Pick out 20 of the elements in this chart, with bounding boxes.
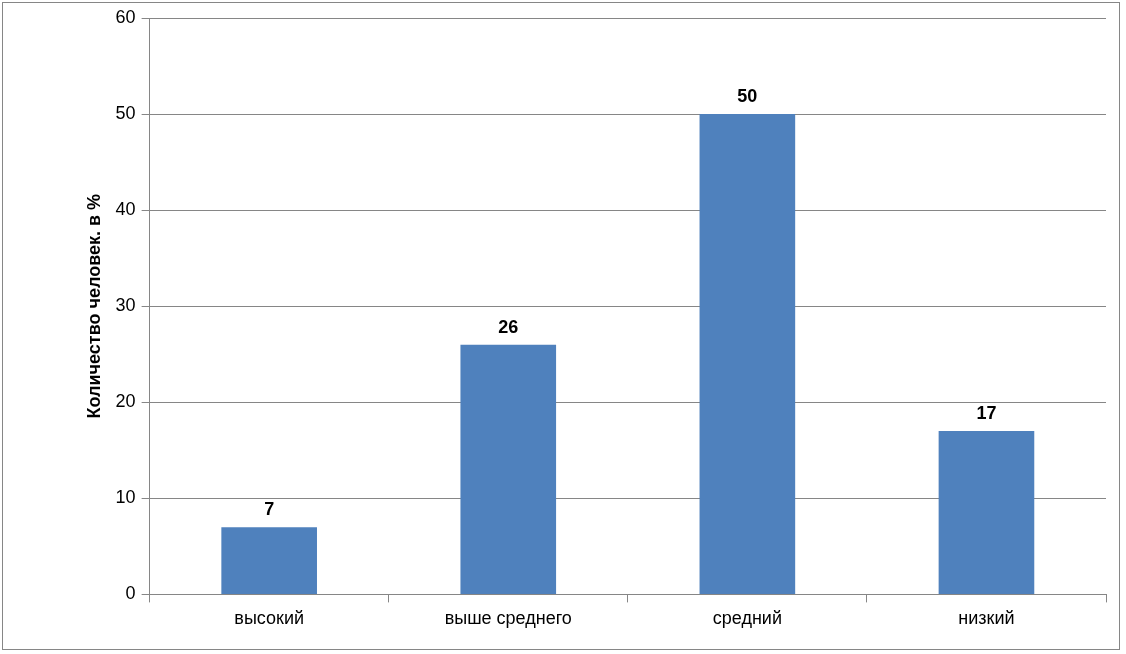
x-tick-label: средний — [712, 608, 782, 629]
bar — [938, 431, 1035, 594]
data-label: 17 — [976, 403, 997, 424]
bar — [699, 114, 796, 594]
data-label: 50 — [737, 86, 758, 107]
y-tick-label: 10 — [115, 487, 136, 508]
x-tick-label: выше среднего — [444, 608, 572, 629]
bar — [460, 344, 557, 594]
x-tick-label: низкий — [958, 608, 1015, 629]
data-label: 7 — [264, 499, 275, 520]
y-tick-label: 40 — [115, 199, 136, 220]
y-tick-label: 50 — [115, 103, 136, 124]
bar — [221, 527, 317, 594]
y-tick-label: 20 — [115, 391, 136, 412]
x-tick-label: высокий — [234, 608, 305, 629]
data-label: 26 — [498, 316, 519, 337]
y-tick-label: 60 — [115, 6, 136, 27]
y-axis-title: Количество человек. в % — [83, 193, 104, 419]
y-tick-label: 30 — [115, 295, 136, 316]
y-tick-label: 0 — [125, 583, 136, 604]
